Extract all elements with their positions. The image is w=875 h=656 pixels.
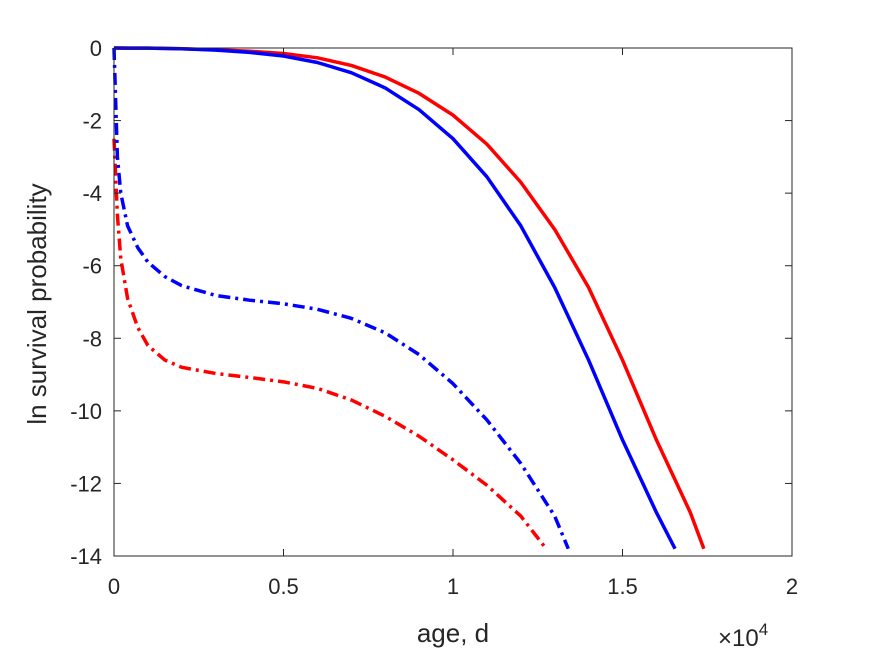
- x-tick-label: 1: [447, 574, 459, 599]
- y-tick-label: -12: [70, 471, 102, 496]
- x-tick-label: 2: [786, 574, 798, 599]
- axes-box: [113, 47, 793, 557]
- x-axis-exponent-power: 4: [759, 620, 768, 639]
- x-axis-label: age, d: [417, 618, 489, 648]
- y-tick-label: -4: [82, 181, 102, 206]
- y-tick-label: -8: [82, 326, 102, 351]
- chart-marks: [112, 46, 706, 550]
- series-line-1: [113, 46, 706, 550]
- series-line-2: [113, 46, 677, 550]
- x-axis-exponent: ×104: [718, 620, 768, 652]
- x-tick-label: 1.5: [607, 574, 638, 599]
- series-line-3: [112, 138, 548, 550]
- y-tick-label: -2: [82, 109, 102, 134]
- x-tick-label: 0.5: [268, 574, 299, 599]
- y-tick-label: -6: [82, 254, 102, 279]
- y-tick-label: -10: [70, 399, 102, 424]
- y-axis-label: ln survival probability: [22, 183, 52, 424]
- y-tick-label: -14: [70, 544, 102, 569]
- y-tick-label: 0: [90, 36, 102, 61]
- axis-ticks: 0 0.5 1 1.5 2 0 -2 -4 -6 -8 -10 -12 -14: [70, 36, 798, 599]
- x-axis-exponent-base: ×10: [718, 625, 759, 652]
- series-line-4: [112, 47, 570, 550]
- x-tick-label: 0: [108, 574, 120, 599]
